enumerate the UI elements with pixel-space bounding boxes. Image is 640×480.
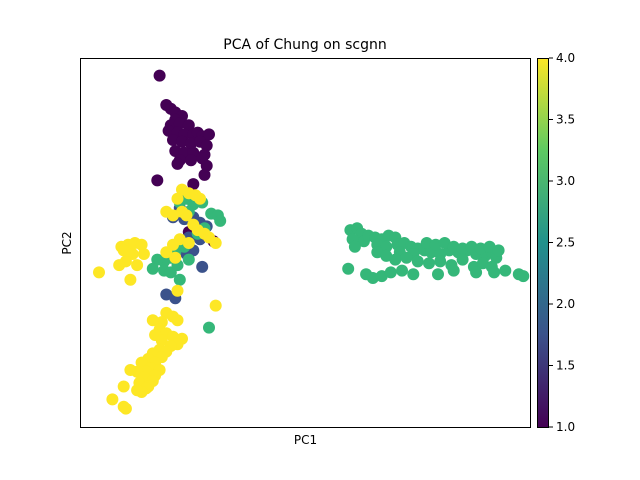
scatter-point-value-4-16: [182, 237, 195, 249]
scatter-point-value-4-22: [135, 238, 148, 251]
scatter-point-value-4-25: [137, 248, 150, 260]
y-axis-label: PC2: [60, 231, 74, 254]
scatter-point-value-3-86: [517, 270, 530, 283]
scatter-point-value-3-7: [214, 214, 227, 227]
colorbar-tick-label-5: 3.5: [556, 113, 575, 127]
scatter-point-value-4-52: [135, 356, 148, 369]
colorbar-tick-label-1: 1.5: [556, 359, 575, 373]
scatter-point-value-3-16: [146, 262, 159, 275]
plot-area: [93, 69, 530, 415]
scatter-point-value-4-3: [194, 192, 206, 205]
scatter-point-value-3-66: [423, 257, 435, 270]
scatter-point-value-1-16: [167, 134, 179, 146]
colorbar-tick-label-0: 1.0: [556, 420, 575, 434]
scatter-point-value-4-64: [124, 364, 137, 376]
scatter-point-value-1-17: [176, 135, 188, 148]
colorbar: 1.0 1.5 2.0 2.5 3.0 3.5 4.0: [537, 51, 575, 434]
scatter-point-value-4-37: [146, 314, 159, 327]
chart-title: PCA of Chung on scgnn: [223, 37, 386, 53]
scatter-point-value-3-54: [438, 237, 451, 249]
scatter-point-value-1-20: [200, 139, 213, 152]
scatter-point-value-3-77: [375, 270, 388, 283]
scatter-point-value-1-0: [153, 69, 166, 82]
scatter-point-value-1-21: [169, 145, 182, 157]
scatter-point-value-1-18: [185, 137, 197, 150]
scatter-point-value-3-84: [499, 264, 512, 277]
scatter-point-value-4-65: [117, 380, 130, 393]
scatter-point-value-3-64: [400, 251, 413, 264]
scatter-point-value-3-60: [492, 244, 505, 257]
scatter-point-value-3-81: [432, 268, 444, 281]
scatter-point-value-4-32: [209, 299, 222, 312]
scatter-point-value-1-15: [203, 128, 215, 141]
scatter-point-value-1-8: [182, 119, 195, 132]
scatter-point-value-4-69: [119, 402, 132, 415]
scatter-point-value-3-55: [447, 240, 460, 253]
scatter-point-value-3-15: [151, 253, 164, 266]
scatter-point-value-3-61: [371, 246, 384, 259]
scatter-point-value-1-31: [151, 174, 164, 187]
scatter-point-value-3-83: [470, 266, 483, 279]
scatter-point-value-3-76: [366, 272, 379, 284]
scatter-point-value-4-30: [124, 273, 137, 286]
colorbar-tick-label-2: 2.0: [556, 297, 575, 311]
scatter-point-value-4-28: [113, 259, 126, 272]
scatter-point-value-3-56: [456, 242, 469, 255]
scatter-point-value-2-11: [196, 260, 209, 273]
scatter-point-value-3-80: [407, 268, 420, 281]
colorbar-tick-label-4: 3.0: [556, 174, 575, 188]
scatter-point-value-3-79: [396, 264, 408, 277]
scatter-point-value-3-52: [420, 237, 433, 249]
scatter-point-value-3-69: [456, 253, 469, 266]
scatter-point-value-2-12: [160, 288, 173, 301]
scatter-point-value-3-35: [380, 240, 393, 253]
scatter-point-value-3-59: [483, 240, 496, 253]
colorbar-frame: [537, 58, 549, 428]
scatter-point-value-4-31: [171, 284, 184, 297]
scatter-point-value-4-17: [160, 246, 173, 259]
scatter-point-value-3-28: [348, 240, 361, 253]
scatter-point-value-4-13: [209, 237, 222, 249]
scatter-point-value-4-8: [180, 209, 193, 222]
colorbar-tick-label-3: 2.5: [556, 236, 575, 250]
scatter-point-value-4-67: [106, 393, 119, 406]
colorbar-tick-label-6: 4.0: [556, 51, 575, 65]
scatter-point-value-1-32: [187, 178, 200, 191]
scatter-point-value-1-28: [200, 159, 213, 172]
scatter-point-value-3-67: [434, 255, 447, 268]
scatter-point-value-4-6: [167, 209, 179, 222]
scatter-point-value-3-57: [465, 240, 478, 253]
scatter-point-value-4-27: [131, 259, 144, 272]
scatter-point-value-3-78: [384, 266, 397, 279]
scatter-point-value-4-66: [131, 384, 144, 397]
scatter-point-value-1-7: [173, 117, 186, 130]
scatter-point-value-3-22: [203, 321, 215, 334]
scatter-point-value-3-74: [342, 262, 355, 275]
scatter-point-value-3-82: [447, 264, 460, 277]
colorbar-ticks: 1.0 1.5 2.0 2.5 3.0 3.5 4.0: [549, 51, 575, 434]
scatter-point-value-1-9: [162, 124, 175, 137]
scatter-point-value-3-62: [380, 249, 393, 262]
scatter-point-value-4-44: [155, 334, 168, 347]
scatter-point-value-3-65: [411, 255, 424, 268]
scatter-point-value-4-35: [171, 314, 184, 327]
x-axis-label: PC1: [294, 433, 317, 447]
scatter-point-value-3-58: [474, 242, 487, 255]
scatter-point-value-3-63: [389, 253, 402, 266]
scatter-point-value-4-29: [93, 266, 105, 279]
scatter-point-value-3-20: [182, 253, 195, 266]
colorbar-gradient: [537, 58, 549, 427]
scatter-point-value-4-4: [171, 192, 184, 205]
scatter-point-value-3-53: [429, 238, 442, 251]
scatter-point-value-1-29: [171, 157, 184, 170]
scatter-point-value-3-21: [173, 273, 186, 286]
scatter-point-value-4-18: [169, 251, 182, 264]
scatter-point-value-1-26: [185, 154, 197, 167]
scatter-point-value-1-30: [198, 168, 211, 181]
scatter-point-value-3-73: [488, 266, 501, 279]
plot-frame: [80, 58, 531, 428]
